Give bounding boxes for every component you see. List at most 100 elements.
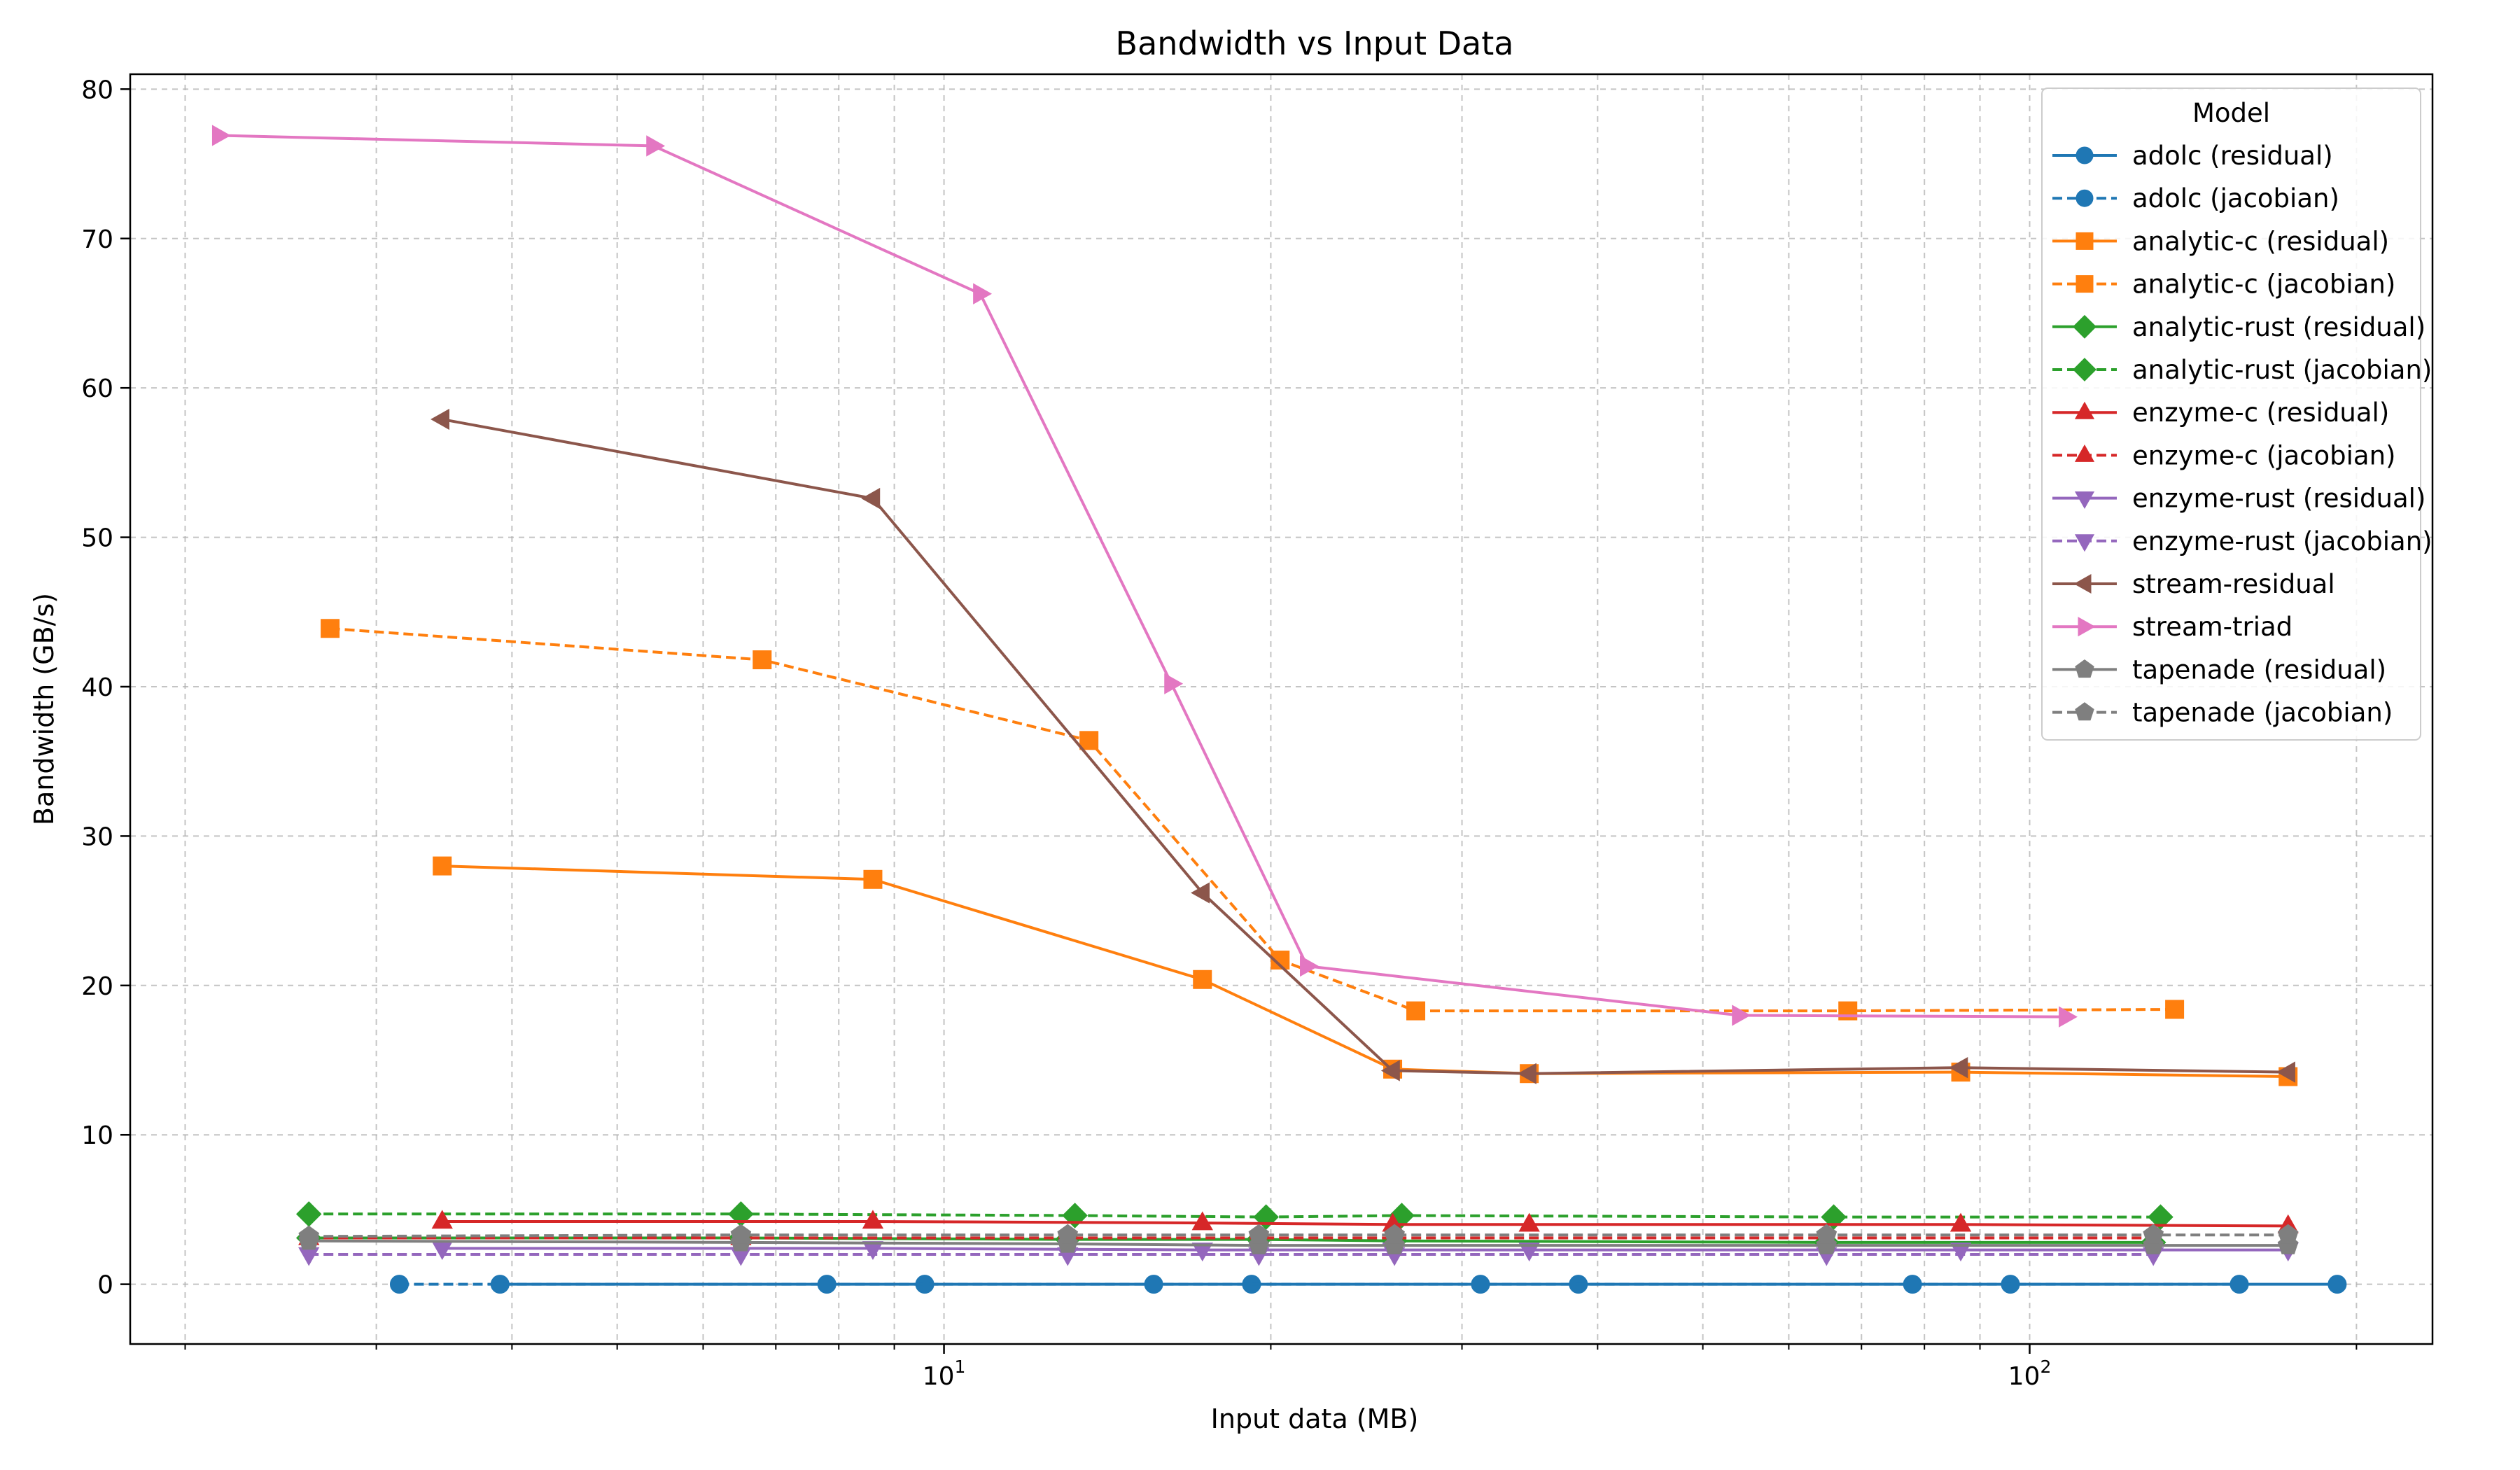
legend-label: analytic-rust (residual) <box>2132 312 2426 342</box>
data-point <box>298 1225 320 1245</box>
series-adolc-jacobian <box>389 1275 2249 1294</box>
data-point <box>861 487 881 510</box>
data-point <box>1816 1224 1837 1244</box>
data-point <box>1057 1224 1079 1244</box>
grid <box>130 74 2432 1344</box>
data-point <box>1949 1212 1972 1232</box>
legend-marker <box>2074 401 2095 419</box>
data-point <box>1518 1242 1540 1262</box>
legend-item: tapenade (residual) <box>2052 654 2386 685</box>
series-line <box>309 1239 2288 1247</box>
legend-item: tapenade (jacobian) <box>2052 698 2393 728</box>
data-point <box>1191 1211 1213 1231</box>
data-point <box>389 1275 409 1294</box>
y-tick-label: 60 <box>81 374 113 403</box>
y-tick-label: 10 <box>81 1121 113 1150</box>
legend-item: analytic-c (residual) <box>2052 226 2389 256</box>
data-point <box>1949 1057 1968 1079</box>
data-point <box>1732 1004 1751 1026</box>
legend-label: analytic-rust (jacobian) <box>2132 355 2432 385</box>
data-point <box>1300 955 1319 977</box>
legend-label: enzyme-c (residual) <box>2132 398 2389 428</box>
legend-item: analytic-rust (jacobian) <box>2052 355 2432 385</box>
legend-marker <box>2073 573 2092 594</box>
data-point <box>862 1210 884 1229</box>
legend-item: stream-residual <box>2052 569 2335 599</box>
data-point <box>863 869 883 889</box>
data-point <box>1471 1275 1490 1294</box>
data-point <box>321 619 340 638</box>
legend-label: enzyme-c (jacobian) <box>2132 440 2396 470</box>
legend-marker <box>2076 275 2094 293</box>
y-tick-label: 80 <box>81 76 113 104</box>
legend-item: enzyme-rust (jacobian) <box>2052 526 2432 556</box>
data-point <box>2230 1275 2249 1294</box>
data-point <box>730 1224 752 1244</box>
data-point <box>433 856 452 876</box>
x-axis-label: Input data (MB) <box>1211 1404 1419 1434</box>
data-point <box>1164 673 1184 694</box>
data-point <box>2276 1061 2295 1083</box>
data-point <box>1380 1060 1400 1082</box>
series-line <box>442 1247 2288 1252</box>
data-point <box>1248 1224 1270 1244</box>
legend-item: analytic-c (jacobian) <box>2052 270 2395 300</box>
data-point <box>817 1275 836 1294</box>
y-axis-label: Bandwidth (GB/s) <box>29 593 59 825</box>
legend-item: adolc (jacobian) <box>2052 183 2339 214</box>
data-point <box>1949 1242 1972 1262</box>
legend-item: stream-triad <box>2052 612 2292 642</box>
data-point <box>1144 1275 1163 1294</box>
legend-label: enzyme-rust (residual) <box>2132 484 2426 514</box>
data-point <box>646 135 666 157</box>
plot-frame <box>129 73 2434 1345</box>
legend-marker <box>2073 314 2096 339</box>
data-point <box>1193 969 1212 989</box>
legend-item: enzyme-rust (residual) <box>2052 484 2426 514</box>
y-tick-label: 70 <box>81 225 113 254</box>
data-point <box>1903 1275 1922 1294</box>
data-point <box>862 1241 884 1261</box>
legend-marker <box>2075 702 2094 721</box>
data-point <box>973 283 993 304</box>
legend-marker <box>2076 232 2094 250</box>
chart-title: Bandwidth vs Input Data <box>1116 24 1514 62</box>
legend-item: enzyme-c (jacobian) <box>2052 440 2396 470</box>
legend-label: stream-residual <box>2132 569 2335 599</box>
data-point <box>1518 1063 1536 1084</box>
legend-marker <box>2076 146 2094 164</box>
data-point <box>2328 1275 2347 1294</box>
data-point <box>1406 1001 1426 1021</box>
legend-marker <box>2074 444 2095 462</box>
y-tick-label: 40 <box>81 673 113 702</box>
data-point <box>2143 1224 2164 1244</box>
legend-marker <box>2078 617 2096 637</box>
data-point <box>1191 882 1210 904</box>
legend-item: enzyme-c (residual) <box>2052 398 2389 428</box>
legend-label: stream-triad <box>2132 612 2292 642</box>
data-point <box>2059 1006 2078 1028</box>
y-tick-label: 30 <box>81 822 113 851</box>
series-line <box>309 1233 2288 1238</box>
data-point <box>2277 1224 2299 1244</box>
data-point <box>1518 1212 1540 1232</box>
y-tick-label: 20 <box>81 972 113 1001</box>
legend-marker <box>2076 189 2094 207</box>
legend-label: tapenade (jacobian) <box>2132 698 2393 728</box>
series-group <box>211 125 2347 1294</box>
data-point <box>1079 731 1099 750</box>
series-tapenade-jacobian <box>298 1224 2299 1245</box>
series-stream-triad <box>211 125 2078 1028</box>
y-tick-label: 0 <box>97 1271 113 1300</box>
data-point <box>211 125 231 146</box>
data-point <box>1384 1224 1405 1244</box>
legend-item: adolc (residual) <box>2052 141 2333 171</box>
data-point <box>2165 1000 2185 1019</box>
legend-item: analytic-rust (residual) <box>2052 312 2426 342</box>
legend: Model adolc (residual) adolc (jacobian) ana… <box>2041 88 2432 741</box>
legend-marker <box>2074 491 2095 510</box>
legend-marker <box>2075 659 2094 678</box>
series-stream-residual <box>430 408 2295 1084</box>
legend-box <box>2041 88 2421 741</box>
